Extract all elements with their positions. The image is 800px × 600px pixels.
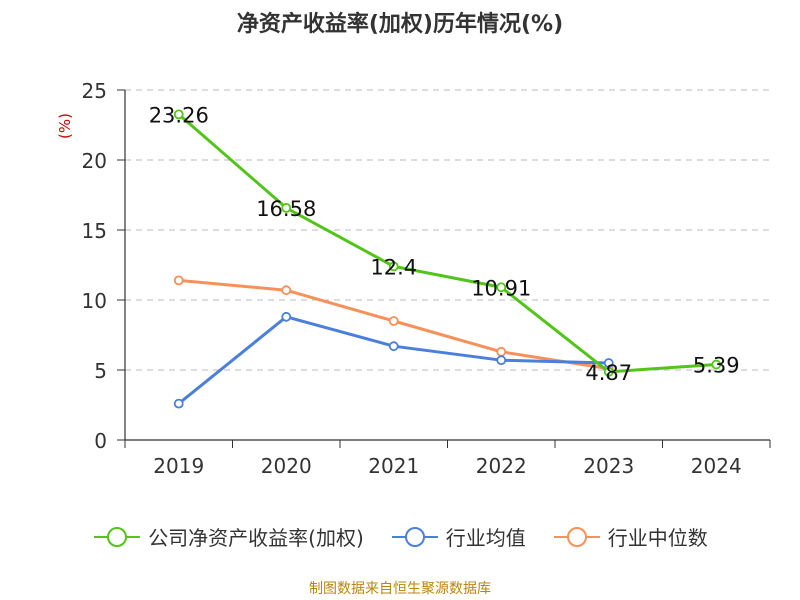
data-point <box>388 261 399 272</box>
data-point <box>173 398 184 409</box>
legend: 公司净资产收益率(加权) 行业均值 行业中位数 <box>0 522 800 551</box>
series-line <box>177 113 717 374</box>
data-label: 4.87 <box>585 361 632 385</box>
series-line <box>177 315 609 405</box>
x-tick-label: 2019 <box>153 454 204 478</box>
data-point <box>173 275 184 286</box>
source-note: 制图数据来自恒生聚源数据库 <box>309 581 491 597</box>
data-point <box>388 341 399 352</box>
data-point <box>496 282 507 293</box>
y-axis-label: (%) <box>56 113 74 139</box>
grid-layer <box>125 89 770 371</box>
data-label: 12.4 <box>370 255 417 279</box>
chart-title: 净资产收益率(加权)历年情况(%) <box>236 12 564 37</box>
data-label: 5.39 <box>693 354 740 378</box>
x-tick-label: 2020 <box>261 454 312 478</box>
y-tick-label: 0 <box>94 429 107 453</box>
legend-swatch-industry-median <box>553 526 600 547</box>
legend-label-industry-median: 行业中位数 <box>607 526 708 550</box>
data-label-layer: 23.26 16.58 12.4 10.91 4.87 5.39 <box>149 103 740 384</box>
legend-item-industry-mean[interactable]: 行业均值 <box>390 522 526 551</box>
x-tick-label: 2021 <box>368 454 419 478</box>
legend-item-company[interactable]: 公司净资产收益率(加权) <box>92 522 364 551</box>
axis-layer: 0 5 10 15 20 25 2019 2020 2021 2022 2023 2024 (%) <box>56 79 771 478</box>
x-tick-label: 2023 <box>583 454 634 478</box>
data-point <box>281 202 292 213</box>
data-point <box>711 359 722 370</box>
data-point <box>281 285 292 296</box>
y-tick-label: 15 <box>82 219 107 243</box>
legend-swatch-industry-mean <box>391 526 438 547</box>
y-tick-label: 5 <box>94 359 107 383</box>
legend-label-industry-mean: 行业均值 <box>445 526 526 550</box>
data-point <box>281 311 292 322</box>
data-point <box>173 109 184 120</box>
data-point <box>496 346 507 357</box>
legend-item-industry-median[interactable]: 行业中位数 <box>552 522 708 551</box>
y-tick-label: 25 <box>82 79 107 103</box>
legend-label-company: 公司净资产收益率(加权) <box>148 526 364 550</box>
data-point <box>496 355 507 366</box>
legend-swatch-company <box>94 526 141 547</box>
data-label: 23.26 <box>149 103 209 127</box>
x-tick-label: 2024 <box>691 454 742 478</box>
data-label: 16.58 <box>256 197 316 221</box>
y-tick-label: 20 <box>82 149 107 173</box>
y-tick-label: 10 <box>82 289 107 313</box>
series-layer <box>173 109 722 409</box>
data-label: 10.91 <box>471 276 531 300</box>
data-point <box>603 366 614 377</box>
data-point <box>388 316 399 326</box>
x-tick-label: 2022 <box>476 454 527 478</box>
